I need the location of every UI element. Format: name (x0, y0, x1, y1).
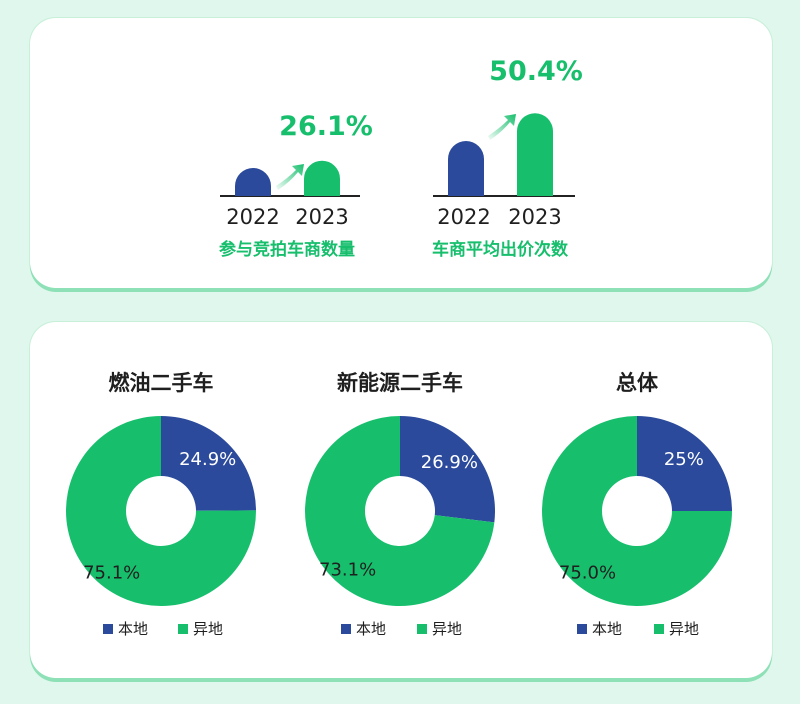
legend-remote-label: 异地 (432, 620, 462, 638)
donut-new-energy-title: 新能源二手车 (337, 371, 463, 395)
donut-fuel-title: 燃油二手车 (109, 371, 214, 395)
growth-arrow-icon (488, 114, 516, 140)
donut-value-label: 73.1% (319, 559, 376, 580)
donut-charts-svg: 燃油二手车 24.9% 75.1% 新能源二手车 26.9% 73.1% 总体 25… (66, 371, 732, 638)
legend-local-swatch (577, 624, 587, 634)
bidder-count-chart: 26.1% 2022 2023 参与竞拍车商数量 (219, 111, 373, 260)
legend-remote-swatch (417, 624, 427, 634)
donut-slice-remote (305, 416, 495, 606)
legend-remote-swatch (178, 624, 188, 634)
avg-bids-year-2023: 2023 (508, 205, 561, 229)
legend-remote-label: 异地 (669, 620, 699, 638)
legend-fuel: 本地 异地 (103, 620, 223, 638)
donut-slice-remote (542, 416, 732, 606)
bidder-year-2022: 2022 (226, 205, 279, 229)
source-share-card: 燃油二手车 24.9% 75.1% 新能源二手车 26.9% 73.1% 总体 25… (30, 322, 772, 678)
legend-remote-swatch (654, 624, 664, 634)
legend-overall: 本地 异地 (577, 620, 699, 638)
legend-remote-label: 异地 (193, 620, 223, 638)
bar-bidder-2023 (304, 160, 340, 196)
donut-value-label: 75.1% (83, 563, 140, 584)
donut-slice-local (637, 416, 732, 511)
avg-bids-growth-pct: 50.4% (489, 56, 583, 87)
donut-overall-title: 总体 (616, 371, 659, 395)
growth-arrow-icon (276, 164, 304, 190)
growth-card: 26.1% 2022 2023 参与竞拍车商数量 50.4% 2022 2023… (30, 18, 772, 288)
donut-overall: 总体 25% 75.0% (542, 371, 732, 606)
donut-slice-local (400, 416, 495, 523)
legend-local-label: 本地 (592, 620, 622, 638)
legend-local-swatch (103, 624, 113, 634)
bar-avg-bids-2023 (517, 113, 553, 196)
avg-bids-chart: 50.4% 2022 2023 车商平均出价次数 (432, 56, 583, 260)
avg-bids-label: 车商平均出价次数 (432, 239, 569, 260)
donut-value-label: 24.9% (179, 449, 236, 470)
legend-new-energy: 本地 异地 (341, 620, 462, 638)
donut-value-label: 26.9% (421, 452, 478, 473)
avg-bids-year-2022: 2022 (437, 205, 490, 229)
donut-value-label: 25% (664, 449, 704, 470)
donut-fuel: 燃油二手车 24.9% 75.1% (66, 371, 256, 606)
donut-new-energy: 新能源二手车 26.9% 73.1% (305, 371, 495, 606)
bidder-growth-pct: 26.1% (279, 111, 373, 142)
legend-local-label: 本地 (118, 620, 148, 638)
growth-bars-svg: 26.1% 2022 2023 参与竞拍车商数量 50.4% 2022 2023… (219, 56, 583, 260)
bar-bidder-2022 (235, 168, 271, 196)
bidder-count-label: 参与竞拍车商数量 (219, 239, 355, 260)
bar-avg-bids-2022 (448, 141, 484, 196)
legend-local-label: 本地 (356, 620, 386, 638)
bidder-year-2023: 2023 (295, 205, 348, 229)
legend-local-swatch (341, 624, 351, 634)
donut-slice-remote (66, 416, 256, 606)
donut-slice-local (161, 416, 256, 511)
donut-value-label: 75.0% (559, 562, 616, 583)
